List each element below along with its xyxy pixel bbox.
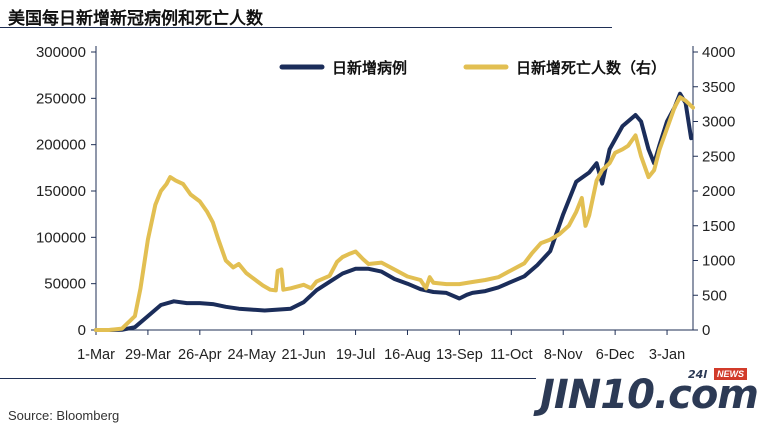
- x-tick-label: 11-Oct: [490, 347, 532, 363]
- x-tick-label: 13-Sep: [436, 347, 483, 363]
- right-tick-label: 3000: [702, 114, 735, 131]
- chart-title: 美国每日新增新冠病例和死亡人数: [8, 9, 263, 29]
- left-tick-label: 250000: [36, 90, 86, 107]
- left-tick-label: 0: [78, 322, 86, 339]
- x-tick-label: 19-Jul: [336, 347, 376, 363]
- x-tick-label: 1-Mar: [77, 347, 115, 363]
- legend: 日新增病例 日新增死亡人数（右）: [279, 59, 666, 77]
- axes-layer: 0 50000 100000 150000 200000 250000 300000 0 500…: [36, 44, 735, 363]
- x-tick-label: 29-Mar: [125, 347, 171, 363]
- left-tick-label: 50000: [44, 276, 86, 293]
- right-tick-label: 1000: [702, 253, 735, 270]
- right-tick-label: 500: [702, 287, 727, 304]
- x-tick-label: 26-Apr: [178, 347, 222, 363]
- footer-divider: [0, 378, 536, 379]
- right-tick-label: 4000: [702, 44, 735, 61]
- x-tick-label: 6-Dec: [596, 347, 635, 363]
- right-tick-label: 3500: [702, 79, 735, 96]
- x-tick-label: 21-Jun: [281, 347, 325, 363]
- left-tick-label: 300000: [36, 44, 86, 61]
- x-tick-label: 8-Nov: [544, 347, 583, 363]
- watermark-logo: JIN10.com 24l NEWS: [540, 368, 760, 428]
- x-tick-label: 16-Aug: [384, 347, 431, 363]
- legend-label-deaths: 日新增死亡人数（右）: [516, 59, 666, 77]
- x-tick-label: 24-May: [228, 347, 277, 363]
- legend-label-cases: 日新增病例: [332, 59, 407, 77]
- left-tick-label: 150000: [36, 183, 86, 200]
- right-tick-label: 1500: [702, 218, 735, 235]
- right-tick-label: 2000: [702, 183, 735, 200]
- title-divider: [0, 27, 612, 28]
- series-line-cases: [94, 91, 694, 332]
- chart-svg: 0 50000 100000 150000 200000 250000 300000 0 500…: [36, 44, 735, 363]
- left-tick-label: 200000: [36, 137, 86, 154]
- right-tick-label: 0: [702, 322, 710, 339]
- source-note: Source: Bloomberg: [8, 408, 120, 423]
- x-tick-label: 3-Jan: [649, 347, 685, 363]
- right-tick-label: 2500: [702, 148, 735, 165]
- left-tick-label: 100000: [36, 229, 86, 246]
- series-line-deaths: [94, 95, 695, 332]
- watermark-tag-num: 24l: [688, 368, 708, 381]
- series-layer: [94, 91, 695, 332]
- watermark-news-badge: NEWS: [714, 368, 747, 380]
